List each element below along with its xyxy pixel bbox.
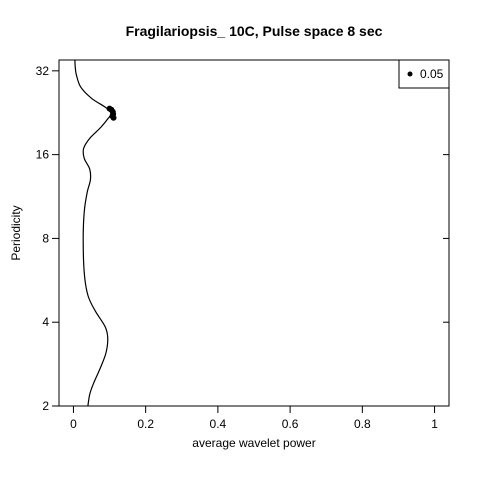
x-axis: 0 0.2 0.4 0.6 0.8 1	[70, 406, 438, 431]
y-tick-label: 8	[42, 231, 49, 245]
plot-frame	[58, 59, 450, 407]
y-tick-label: 4	[42, 315, 49, 329]
x-tick-label: 0	[70, 417, 77, 431]
y-tick-label: 2	[42, 399, 49, 413]
legend-marker-dot	[407, 71, 413, 77]
x-tick-label: 0.2	[137, 417, 154, 431]
legend-box	[398, 59, 450, 89]
legend-label: 0.05	[420, 67, 444, 81]
legend: 0.05	[398, 59, 450, 89]
y-tick-label: 16	[36, 148, 50, 162]
y-axis: 2 4 8 16 32	[36, 64, 449, 413]
chart-title: Fragilariopsis_ 10C, Pulse space 8 sec	[126, 23, 383, 39]
series-layer	[74, 59, 117, 407]
y-axis-label: Periodicity	[9, 205, 23, 260]
x-axis-label: average wavelet power	[192, 436, 315, 450]
x-tick-label: 1	[431, 417, 438, 431]
significance-dot	[106, 105, 113, 112]
x-tick-label: 0.6	[282, 417, 299, 431]
x-tick-label: 0.4	[210, 417, 227, 431]
x-tick-label: 0.8	[354, 417, 371, 431]
significance-dot	[110, 114, 117, 121]
y-tick-label: 32	[36, 64, 50, 78]
power-curve	[74, 59, 112, 407]
